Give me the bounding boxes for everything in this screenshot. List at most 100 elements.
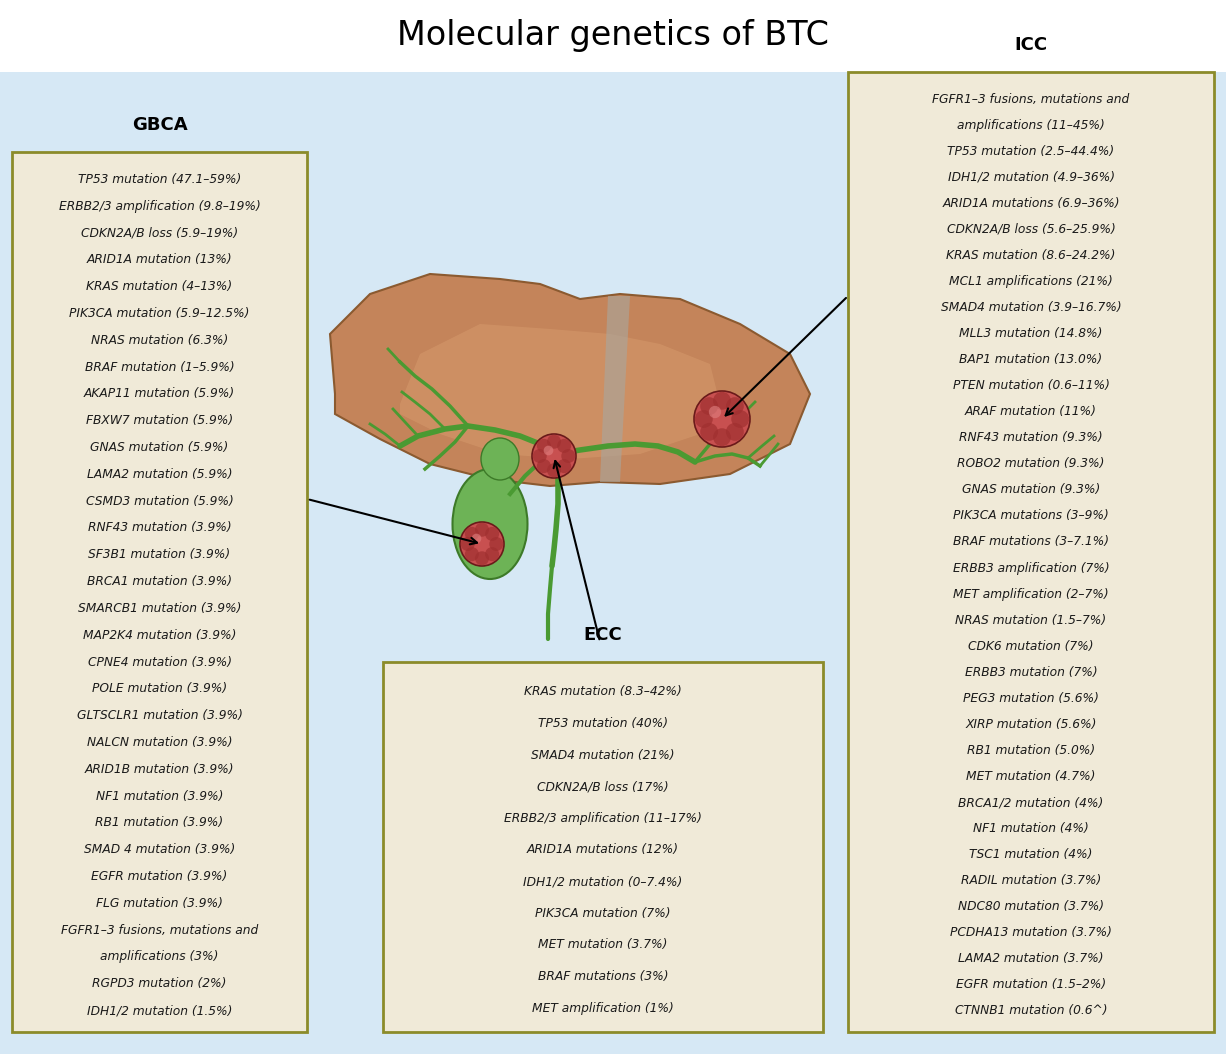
Text: ERBB3 amplification (7%): ERBB3 amplification (7%) — [953, 562, 1110, 574]
Ellipse shape — [481, 438, 519, 480]
Text: BRCA1 mutation (3.9%): BRCA1 mutation (3.9%) — [87, 575, 232, 588]
Text: PEG3 mutation (5.6%): PEG3 mutation (5.6%) — [964, 691, 1098, 705]
Circle shape — [485, 547, 499, 561]
Text: ARID1A mutations (12%): ARID1A mutations (12%) — [527, 843, 679, 857]
Text: ARID1B mutation (3.9%): ARID1B mutation (3.9%) — [85, 763, 234, 776]
Text: NALCN mutation (3.9%): NALCN mutation (3.9%) — [87, 736, 232, 749]
Text: RB1 mutation (3.9%): RB1 mutation (3.9%) — [96, 817, 223, 829]
Circle shape — [547, 434, 562, 449]
Circle shape — [472, 533, 482, 544]
Text: MAP2K4 mutation (3.9%): MAP2K4 mutation (3.9%) — [83, 629, 237, 642]
FancyBboxPatch shape — [12, 152, 306, 1032]
Text: EGFR mutation (3.9%): EGFR mutation (3.9%) — [92, 870, 228, 883]
Text: FLG mutation (3.9%): FLG mutation (3.9%) — [96, 897, 223, 910]
Text: MET mutation (3.7%): MET mutation (3.7%) — [538, 938, 668, 952]
Circle shape — [557, 438, 571, 453]
Circle shape — [474, 551, 489, 565]
Text: FBXW7 mutation (5.9%): FBXW7 mutation (5.9%) — [86, 414, 233, 427]
Text: NDC80 mutation (3.7%): NDC80 mutation (3.7%) — [958, 900, 1103, 913]
Text: GNAS mutation (5.9%): GNAS mutation (5.9%) — [91, 441, 228, 454]
Text: AKAP11 mutation (5.9%): AKAP11 mutation (5.9%) — [83, 388, 235, 401]
Text: MET amplification (2–7%): MET amplification (2–7%) — [953, 587, 1108, 601]
Text: SF3B1 mutation (3.9%): SF3B1 mutation (3.9%) — [88, 548, 230, 562]
Circle shape — [714, 428, 731, 446]
Text: NF1 mutation (3.9%): NF1 mutation (3.9%) — [96, 789, 223, 802]
Text: CSMD3 mutation (5.9%): CSMD3 mutation (5.9%) — [86, 494, 233, 508]
Text: RNF43 mutation (9.3%): RNF43 mutation (9.3%) — [959, 431, 1103, 444]
Text: ARAF mutation (11%): ARAF mutation (11%) — [965, 405, 1097, 418]
Text: LAMA2 mutation (3.7%): LAMA2 mutation (3.7%) — [959, 953, 1103, 965]
FancyBboxPatch shape — [383, 662, 823, 1032]
Text: ARID1A mutations (6.9–36%): ARID1A mutations (6.9–36%) — [943, 197, 1119, 210]
Text: PIK3CA mutation (7%): PIK3CA mutation (7%) — [536, 906, 671, 920]
Circle shape — [489, 536, 504, 551]
Polygon shape — [600, 296, 630, 482]
Circle shape — [465, 547, 479, 561]
Text: KRAS mutation (8.6–24.2%): KRAS mutation (8.6–24.2%) — [946, 249, 1116, 261]
Circle shape — [694, 391, 750, 447]
Text: MCL1 amplifications (21%): MCL1 amplifications (21%) — [949, 275, 1113, 288]
Text: BAP1 mutation (13.0%): BAP1 mutation (13.0%) — [960, 353, 1102, 366]
Text: EGFR mutation (1.5–2%): EGFR mutation (1.5–2%) — [956, 978, 1106, 992]
Text: FGFR1–3 fusions, mutations and: FGFR1–3 fusions, mutations and — [61, 923, 259, 937]
Text: MLL3 mutation (14.8%): MLL3 mutation (14.8%) — [959, 327, 1102, 340]
Text: BRAF mutations (3–7.1%): BRAF mutations (3–7.1%) — [953, 535, 1110, 548]
Text: KRAS mutation (8.3–42%): KRAS mutation (8.3–42%) — [525, 685, 682, 699]
Text: TP53 mutation (40%): TP53 mutation (40%) — [538, 717, 668, 730]
Circle shape — [726, 423, 744, 441]
Circle shape — [461, 536, 474, 551]
Text: ICC: ICC — [1014, 36, 1047, 54]
PathPatch shape — [330, 274, 810, 486]
Text: ECC: ECC — [584, 626, 623, 644]
Text: XIRP mutation (5.6%): XIRP mutation (5.6%) — [965, 718, 1097, 730]
Circle shape — [557, 460, 571, 473]
Text: KRAS mutation (4–13%): KRAS mutation (4–13%) — [87, 280, 233, 293]
Text: TP53 mutation (2.5–44.4%): TP53 mutation (2.5–44.4%) — [948, 144, 1114, 158]
Text: RADIL mutation (3.7%): RADIL mutation (3.7%) — [961, 874, 1101, 887]
Text: TSC1 mutation (4%): TSC1 mutation (4%) — [970, 848, 1092, 861]
Text: GNAS mutation (9.3%): GNAS mutation (9.3%) — [962, 484, 1100, 496]
Circle shape — [537, 460, 550, 473]
Text: PCDHA13 mutation (3.7%): PCDHA13 mutation (3.7%) — [950, 926, 1112, 939]
Text: TP53 mutation (47.1–59%): TP53 mutation (47.1–59%) — [78, 173, 242, 186]
Text: MET mutation (4.7%): MET mutation (4.7%) — [966, 770, 1096, 783]
Circle shape — [465, 527, 479, 541]
Text: SMARCB1 mutation (3.9%): SMARCB1 mutation (3.9%) — [77, 602, 242, 614]
Circle shape — [532, 434, 576, 479]
Circle shape — [726, 397, 744, 415]
Text: POLE mutation (3.9%): POLE mutation (3.9%) — [92, 682, 227, 696]
Circle shape — [547, 464, 562, 477]
Circle shape — [485, 527, 499, 541]
Circle shape — [700, 397, 718, 415]
Bar — [0, 0, 1226, 72]
Text: ERBB3 mutation (7%): ERBB3 mutation (7%) — [965, 666, 1097, 679]
Text: ROBO2 mutation (9.3%): ROBO2 mutation (9.3%) — [958, 457, 1105, 470]
Circle shape — [709, 406, 721, 418]
Circle shape — [731, 410, 749, 428]
Circle shape — [714, 392, 731, 410]
Text: RNF43 mutation (3.9%): RNF43 mutation (3.9%) — [88, 522, 232, 534]
Text: NF1 mutation (4%): NF1 mutation (4%) — [973, 822, 1089, 835]
Circle shape — [474, 523, 489, 536]
Text: amplifications (11–45%): amplifications (11–45%) — [958, 119, 1105, 132]
Text: CPNE4 mutation (3.9%): CPNE4 mutation (3.9%) — [87, 656, 232, 668]
Text: FGFR1–3 fusions, mutations and: FGFR1–3 fusions, mutations and — [933, 93, 1129, 105]
Circle shape — [695, 410, 712, 428]
Text: CDK6 mutation (7%): CDK6 mutation (7%) — [969, 640, 1094, 652]
Text: SMAD4 mutation (3.9–16.7%): SMAD4 mutation (3.9–16.7%) — [940, 301, 1122, 314]
Text: LAMA2 mutation (5.9%): LAMA2 mutation (5.9%) — [87, 468, 232, 481]
Text: PIK3CA mutations (3–9%): PIK3CA mutations (3–9%) — [953, 509, 1108, 523]
Text: IDH1/2 mutation (1.5%): IDH1/2 mutation (1.5%) — [87, 1004, 232, 1017]
Circle shape — [537, 438, 550, 453]
Text: IDH1/2 mutation (4.9–36%): IDH1/2 mutation (4.9–36%) — [948, 171, 1114, 183]
FancyBboxPatch shape — [848, 72, 1214, 1032]
Text: RGPD3 mutation (2%): RGPD3 mutation (2%) — [92, 977, 227, 991]
Text: CTNNB1 mutation (0.6^): CTNNB1 mutation (0.6^) — [955, 1004, 1107, 1017]
Text: BRAF mutations (3%): BRAF mutations (3%) — [538, 970, 668, 983]
Text: BRCA1/2 mutation (4%): BRCA1/2 mutation (4%) — [959, 796, 1103, 809]
Text: amplifications (3%): amplifications (3%) — [101, 951, 218, 963]
Circle shape — [562, 449, 575, 463]
Text: Molecular genetics of BTC: Molecular genetics of BTC — [397, 20, 829, 53]
Text: CDKN2A/B loss (5.9–19%): CDKN2A/B loss (5.9–19%) — [81, 227, 238, 239]
Text: CDKN2A/B loss (17%): CDKN2A/B loss (17%) — [537, 780, 669, 794]
